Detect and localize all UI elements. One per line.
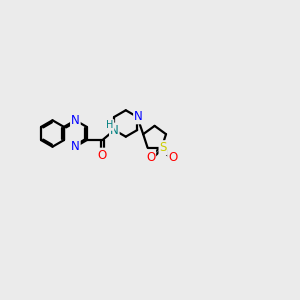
Text: O: O xyxy=(168,151,177,164)
Text: N: N xyxy=(134,110,143,123)
Text: O: O xyxy=(98,148,107,162)
Text: N: N xyxy=(71,140,80,153)
Text: O: O xyxy=(146,151,155,164)
Text: N: N xyxy=(110,124,119,136)
Text: N: N xyxy=(71,114,80,127)
Text: H: H xyxy=(106,120,113,130)
Text: S: S xyxy=(160,141,167,154)
